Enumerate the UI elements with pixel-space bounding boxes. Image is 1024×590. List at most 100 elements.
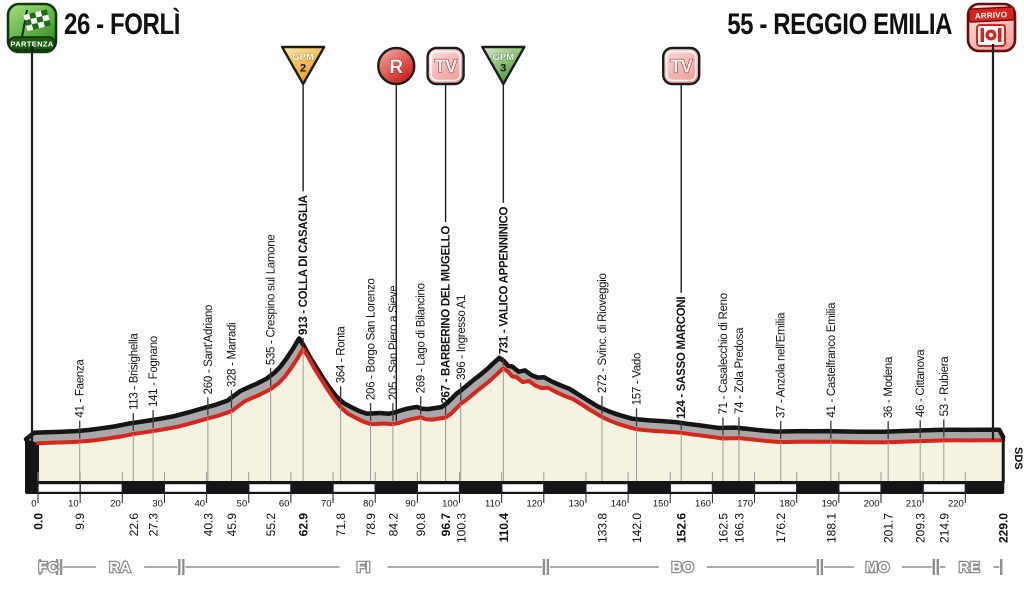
province-segment-mo: MO	[820, 559, 935, 577]
svg-text:90: 90	[405, 499, 416, 510]
svg-text:180: 180	[779, 499, 795, 510]
profile-credit: SDS	[1012, 447, 1024, 470]
waypoint-km: 100.3	[454, 513, 468, 543]
waypoint-label: 535 - Crespino sul Lamone	[266, 235, 278, 366]
waypoint-label: 913 - COLLA DI CASAGLIA	[298, 195, 310, 335]
waypoint-km: 78.9	[364, 513, 378, 537]
svg-text:R: R	[389, 57, 403, 78]
province-segment-fi: FI	[182, 559, 546, 577]
waypoint-km: 152.6	[675, 513, 689, 543]
svg-text:BO: BO	[672, 560, 695, 576]
arrivo-badge: ARRIVO	[965, 0, 1019, 63]
svg-text:120: 120	[526, 499, 542, 510]
svg-text:200: 200	[864, 499, 880, 510]
waypoint-label: 328 - Marradi	[226, 323, 238, 388]
svg-text:GPM: GPM	[493, 52, 515, 63]
svg-text:FI: FI	[357, 560, 371, 576]
svg-text:100: 100	[442, 499, 458, 510]
svg-text:20: 20	[110, 499, 121, 510]
waypoint-label: 36 - Modena	[883, 356, 895, 418]
waypoint-label: 260 - Sant'Adriano	[203, 305, 215, 395]
svg-text:60: 60	[279, 499, 290, 510]
svg-text:150: 150	[653, 499, 669, 510]
svg-text:80: 80	[363, 499, 374, 510]
waypoint-km: 0.0	[32, 513, 46, 530]
waypoint-label: 396 - Ingresso A1	[456, 295, 468, 380]
profile-top-edge	[23, 336, 1006, 442]
partenza-badge: PARTENZA	[5, 1, 61, 68]
svg-text:140: 140	[611, 499, 627, 510]
svg-text:210: 210	[906, 499, 922, 510]
waypoint-label: 272 - Svinc. di Rioveggio	[597, 273, 609, 393]
waypoint-label: 731 - VALICO APPENNINICO	[498, 207, 510, 355]
partenza-flag-icon: PARTENZA	[6, 2, 58, 54]
svg-text:RE: RE	[959, 560, 980, 576]
waypoint-km: 133.8	[595, 513, 609, 543]
svg-text:110: 110	[485, 499, 500, 510]
waypoint-km: 162.5	[716, 513, 730, 543]
waypoint-km: 90.8	[414, 513, 428, 537]
waypoint-label: 53 - Rubiera	[939, 356, 951, 417]
svg-text:50: 50	[237, 499, 248, 510]
waypoint-label: 269 - Lago di Bilancino	[416, 283, 428, 393]
svg-text:30: 30	[152, 499, 163, 510]
waypoint-km: 142.0	[630, 513, 644, 543]
waypoint-label: 141 - Fognano	[148, 336, 160, 407]
waypoint-label: 267 - BARBERINO DEL MUGELLO	[441, 226, 453, 404]
start-title: 26 - FORLÌ	[64, 8, 181, 41]
province-segment-fc: FC	[37, 559, 59, 578]
svg-text:190: 190	[821, 499, 837, 510]
svg-text:TV: TV	[670, 57, 692, 77]
svg-text:TV: TV	[435, 57, 457, 77]
waypoint-label: 37 - Anzola nell'Emilia	[776, 312, 788, 418]
waypoint-km: 201.7	[882, 513, 896, 543]
waypoint-km: 214.9	[937, 513, 951, 543]
svg-text:FC: FC	[38, 560, 58, 576]
waypoint-label: 74 - Zola Predosa	[734, 327, 746, 414]
waypoint-km: 55.2	[264, 513, 278, 537]
svg-text:130: 130	[569, 499, 585, 510]
province-segment-re: RE	[936, 559, 1003, 577]
svg-text:70: 70	[321, 499, 332, 510]
svg-text:MO: MO	[866, 560, 890, 576]
waypoint-km: 176.2	[774, 513, 788, 543]
waypoint-km: 96.7	[439, 513, 453, 537]
waypoint-km: 229.0	[997, 513, 1011, 543]
waypoint-label: 71 - Casalecchio di Reno	[718, 293, 730, 414]
waypoint-label: 157 - Vado	[632, 353, 644, 405]
intermediate-sprint-tv-icon: TV	[662, 46, 701, 86]
waypoint-label: 205 - San Piero a Sieve	[388, 286, 400, 401]
left-wall	[25, 438, 39, 494]
waypoint-km: 9.9	[73, 513, 87, 530]
arrivo-finish-icon: ARRIVO	[966, 2, 1017, 53]
partenza-badge-label: PARTENZA	[10, 40, 53, 49]
waypoint-km: 71.8	[334, 513, 348, 537]
svg-text:10: 10	[68, 499, 79, 510]
intermediate-sprint-tv-icon: TV	[426, 46, 465, 86]
waypoint-km: 45.9	[225, 513, 239, 537]
elevation-area	[38, 348, 1004, 481]
svg-text:2: 2	[300, 63, 306, 75]
waypoint-km: 22.6	[127, 513, 141, 537]
svg-text:220: 220	[948, 499, 964, 510]
road-line	[36, 346, 1006, 446]
waypoint-label: 124 - SASSO MARCONI	[676, 297, 688, 419]
waypoint-km: 84.2	[386, 513, 400, 537]
waypoint-label: 46 - Cittanova	[915, 349, 927, 417]
waypoint-label: 113 - Brisighella	[128, 333, 140, 410]
waypoint-km: 188.1	[824, 513, 838, 543]
waypoint-km: 166.3	[732, 513, 746, 543]
svg-text:RA: RA	[109, 560, 131, 576]
province-segment-bo: BO	[546, 559, 820, 577]
waypoint-km: 110.4	[497, 513, 511, 543]
waypoint-label: 206 - Borgo San Lorenzo	[366, 278, 378, 400]
waypoint-km: 209.3	[914, 513, 928, 543]
svg-text:160: 160	[695, 499, 711, 510]
profile-plot: 0 10 20 30 40 50 60 70 80 90 100 110 120 130 140 150 160…	[23, 44, 1024, 578]
waypoint-label: 41 - Faenza	[75, 359, 87, 418]
province-segment-ra: RA	[59, 559, 181, 577]
